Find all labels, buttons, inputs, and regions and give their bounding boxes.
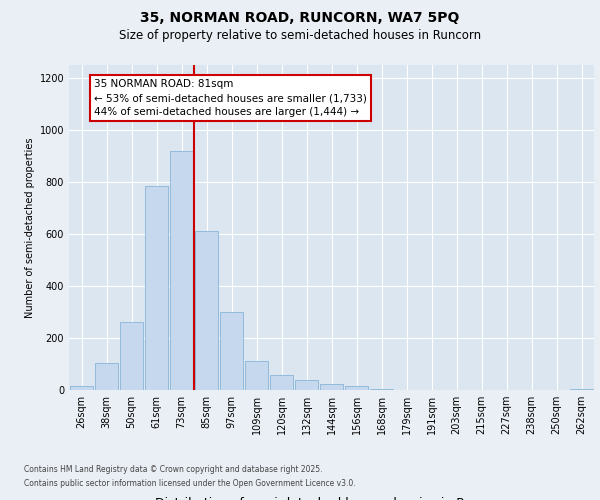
Bar <box>320 384 343 390</box>
Bar <box>119 322 143 390</box>
Bar <box>95 362 118 390</box>
Bar <box>70 386 94 390</box>
Text: Contains HM Land Registry data © Crown copyright and database right 2025.: Contains HM Land Registry data © Crown c… <box>24 466 323 474</box>
Text: 35, NORMAN ROAD, RUNCORN, WA7 5PQ: 35, NORMAN ROAD, RUNCORN, WA7 5PQ <box>140 11 460 25</box>
Bar <box>194 232 218 390</box>
Bar <box>569 388 593 390</box>
Y-axis label: Number of semi-detached properties: Number of semi-detached properties <box>25 137 35 318</box>
Bar <box>344 386 368 390</box>
Bar <box>295 380 319 390</box>
Text: 35 NORMAN ROAD: 81sqm
← 53% of semi-detached houses are smaller (1,733)
44% of s: 35 NORMAN ROAD: 81sqm ← 53% of semi-deta… <box>94 80 367 118</box>
Text: Size of property relative to semi-detached houses in Runcorn: Size of property relative to semi-detach… <box>119 29 481 42</box>
Bar <box>170 151 193 390</box>
Bar <box>245 362 268 390</box>
Bar <box>145 186 169 390</box>
Bar <box>220 312 244 390</box>
X-axis label: Distribution of semi-detached houses by size in Runcorn: Distribution of semi-detached houses by … <box>155 497 508 500</box>
Bar <box>269 375 293 390</box>
Text: Contains public sector information licensed under the Open Government Licence v3: Contains public sector information licen… <box>24 479 356 488</box>
Bar <box>370 388 394 390</box>
